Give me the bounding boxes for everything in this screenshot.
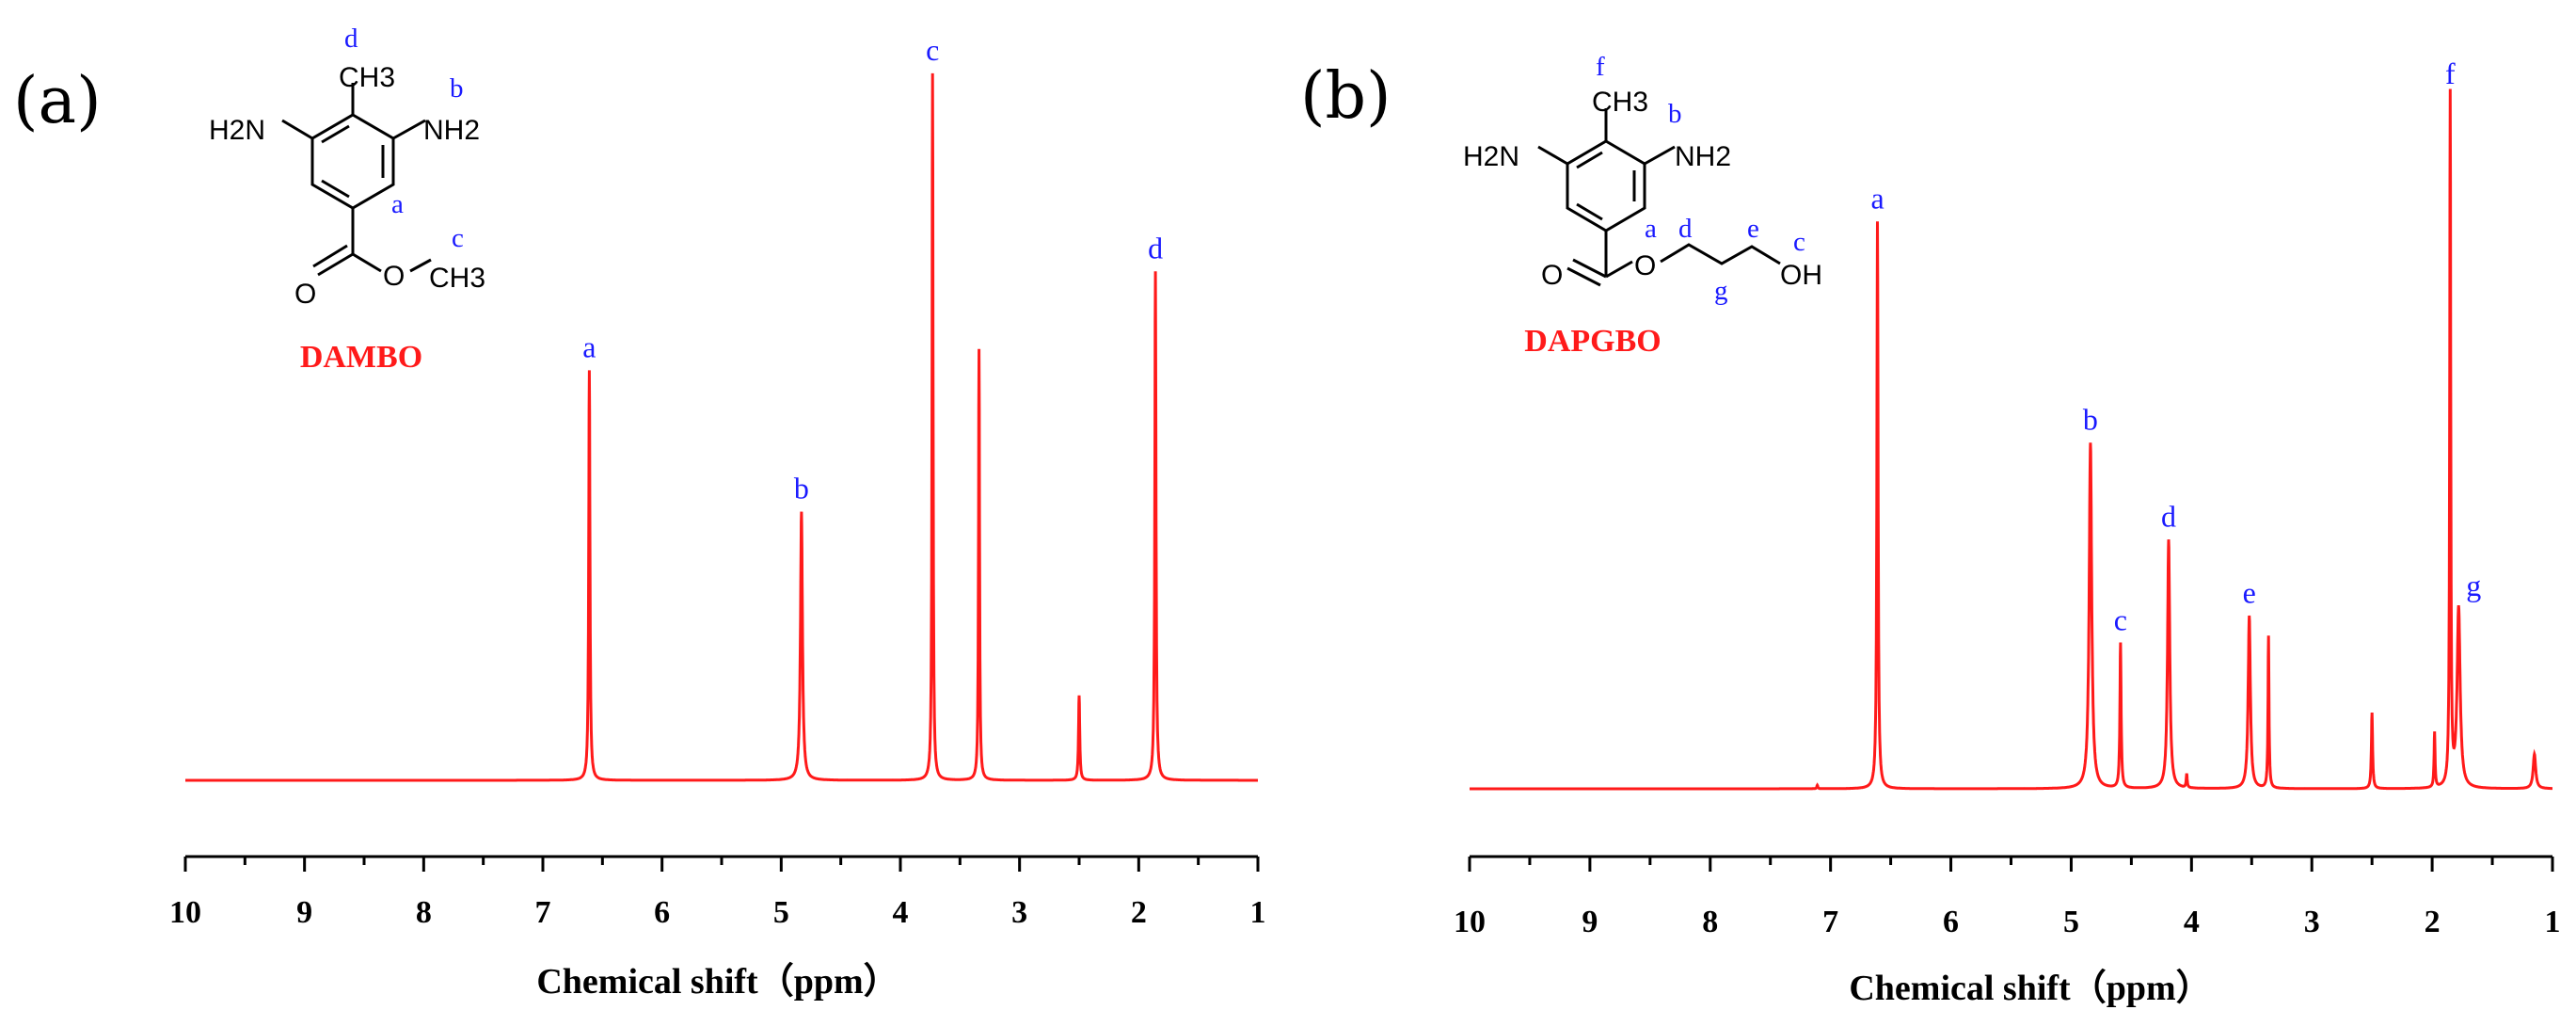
right-amine-atom-b: NH2	[1675, 141, 1731, 172]
double-bond-o-a2	[312, 244, 348, 268]
peak-label-d: d	[2161, 499, 2176, 533]
chart-panel-a: (a) CH3 NH2 H2N O O CH3 d b a c DAMBO 10…	[13, 24, 1266, 1002]
x-tick-label: 6	[1943, 905, 1959, 939]
x-ticks-a: 10 9 8 7 6 5 4 3 2 1	[169, 857, 1266, 930]
peak-labels-a: a b c d	[582, 33, 1163, 505]
ester-o-atom-b: O	[1634, 250, 1656, 281]
x-axis-title-b: Chemical shift（ppm）	[1849, 969, 2211, 1008]
x-tick-label: 1	[2545, 905, 2561, 939]
carbonyl-o-atom-b: O	[1541, 260, 1563, 291]
methyl-atom-b: CH3	[1592, 87, 1648, 118]
double-bond-o-b2	[1566, 266, 1601, 287]
compound-name-b: DAPGBO	[1524, 324, 1661, 359]
ring-double-bond-b2	[1576, 202, 1603, 221]
panel-label-a: (a)	[13, 64, 102, 138]
x-tick-label: 5	[2063, 905, 2079, 939]
bond-amine-left-b	[1537, 145, 1568, 166]
methyl-atom-a: CH3	[339, 62, 395, 93]
double-bond-o-b1	[1572, 258, 1607, 279]
peak-label-a: a	[582, 329, 596, 363]
x-tick-label: 4	[893, 895, 909, 930]
peak-label-e: e	[2243, 575, 2256, 609]
x-tick-label: 2	[1131, 895, 1147, 930]
site-label-b-a: b	[450, 73, 464, 104]
x-ticks-b: 10 9 8 7 6 5 4 3 2 1	[1454, 857, 2561, 939]
x-axis-title-a: Chemical shift（ppm）	[536, 962, 898, 1002]
left-amine-atom-b: H2N	[1463, 141, 1519, 172]
left-amine-atom-a: H2N	[209, 115, 265, 146]
x-tick-label: 9	[296, 895, 312, 930]
x-tick-label: 3	[2304, 905, 2320, 939]
bond-ester-o-a	[352, 252, 382, 273]
ring-double-bond-a3	[321, 124, 350, 144]
molecule-dambo	[281, 83, 432, 277]
hydroxyl-atom-b: OH	[1780, 260, 1822, 291]
x-tick-label: 1	[1250, 895, 1266, 930]
site-label-e-b: e	[1747, 214, 1759, 244]
x-tick-label: 7	[1822, 905, 1838, 939]
ester-o-atom-a: O	[383, 261, 405, 292]
site-label-a-a: a	[391, 189, 404, 219]
molecule-dapgbo	[1537, 108, 1781, 287]
site-label-c-b: c	[1793, 227, 1805, 257]
x-tick-label: 5	[773, 895, 789, 930]
x-tick-label: 10	[169, 895, 201, 930]
ring-double-bond-a2	[321, 179, 350, 199]
x-tick-label: 3	[1011, 895, 1027, 930]
peak-label-b: b	[2083, 403, 2098, 437]
peak-label-a: a	[1870, 181, 1884, 215]
site-label-d-b: d	[1678, 214, 1693, 244]
peak-label-b: b	[794, 472, 809, 505]
x-tick-label: 8	[416, 895, 432, 930]
x-tick-label: 10	[1454, 905, 1486, 939]
glycerol-chain-b	[1660, 243, 1781, 265]
site-label-d-a: d	[344, 24, 358, 54]
spectrum-line-b	[1470, 88, 2552, 791]
site-label-b-b: b	[1668, 99, 1682, 129]
peak-label-g: g	[2466, 569, 2481, 602]
bond-amine-right-a	[392, 119, 426, 140]
site-label-g-b: g	[1714, 276, 1728, 306]
site-label-f-b: f	[1596, 52, 1605, 82]
x-tick-label: 2	[2425, 905, 2441, 939]
compound-name-a: DAMBO	[300, 340, 422, 375]
x-tick-label: 9	[1582, 905, 1598, 939]
carbonyl-o-atom-a: O	[294, 279, 316, 310]
bond-amine-right-b	[1644, 145, 1676, 166]
ring-double-bond-b3	[1576, 151, 1603, 169]
x-tick-label: 7	[535, 895, 551, 930]
peak-label-c: c	[926, 33, 939, 67]
bond-amine-left-a	[281, 119, 313, 140]
bond-ester-o-b	[1605, 260, 1633, 279]
x-tick-label: 8	[1702, 905, 1718, 939]
benzene-ring-a	[310, 113, 395, 210]
right-amine-atom-a: NH2	[423, 115, 480, 146]
site-label-c-a: c	[452, 223, 464, 253]
panel-label-b: (b)	[1300, 59, 1391, 134]
peak-labels-b: a b c d e f g	[1870, 56, 2481, 637]
bond-ester-methyl-a	[409, 258, 432, 273]
chart-panel-b: (b) CH3 NH2 H2N O O OH f b a d e c g DAP…	[1300, 52, 2561, 1008]
site-label-a-b: a	[1645, 214, 1657, 244]
peak-label-d: d	[1148, 231, 1163, 265]
spectrum-line-a	[185, 72, 1258, 782]
double-bond-o-a1	[317, 252, 354, 277]
ester-methyl-atom-a: CH3	[429, 263, 485, 294]
x-tick-label: 6	[654, 895, 670, 930]
peak-label-f: f	[2445, 56, 2456, 90]
peak-label-c: c	[2114, 603, 2127, 637]
x-tick-label: 4	[2184, 905, 2200, 939]
